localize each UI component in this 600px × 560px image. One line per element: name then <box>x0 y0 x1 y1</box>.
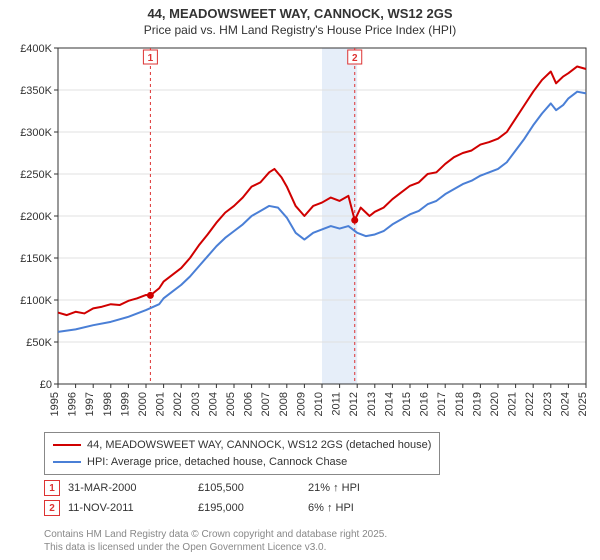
svg-text:1997: 1997 <box>84 392 96 416</box>
sale-price-1: £105,500 <box>198 482 308 494</box>
svg-text:2014: 2014 <box>383 392 395 416</box>
svg-text:2013: 2013 <box>366 392 378 416</box>
sale-marker-1-num: 1 <box>49 483 55 494</box>
price-chart: £0 £50K £100K £150K £200K £250K £300K £350K £400… <box>10 44 590 424</box>
svg-text:£50K: £50K <box>26 337 52 349</box>
footer-line1: Contains HM Land Registry data © Crown c… <box>44 529 387 542</box>
sale-date-1: 31-MAR-2000 <box>68 482 198 494</box>
svg-text:£0: £0 <box>40 379 52 391</box>
sale-marker-2-num: 2 <box>49 503 55 514</box>
sale-delta-2: 6% ↑ HPI <box>308 502 418 514</box>
sale-marker-2: 2 <box>44 500 60 516</box>
chart-svg: £0 £50K £100K £150K £200K £250K £300K £350K £400… <box>10 44 590 424</box>
svg-text:£200K: £200K <box>20 211 52 223</box>
svg-text:1999: 1999 <box>119 392 131 416</box>
svg-text:1998: 1998 <box>102 392 114 416</box>
sale-date-2: 11-NOV-2011 <box>68 502 198 514</box>
svg-text:1995: 1995 <box>49 392 61 416</box>
title-line2: Price paid vs. HM Land Registry's House … <box>0 23 600 39</box>
svg-text:2: 2 <box>352 53 358 64</box>
sale-price-2: £195,000 <box>198 502 308 514</box>
svg-text:2003: 2003 <box>190 392 202 416</box>
svg-text:2019: 2019 <box>471 392 483 416</box>
svg-text:2001: 2001 <box>155 392 167 416</box>
sale-marker-1: 1 <box>44 480 60 496</box>
svg-text:£400K: £400K <box>20 44 52 55</box>
legend-label-property: 44, MEADOWSWEET WAY, CANNOCK, WS12 2GS (… <box>87 437 431 454</box>
svg-text:£350K: £350K <box>20 85 52 97</box>
svg-text:2024: 2024 <box>559 392 571 416</box>
svg-text:2008: 2008 <box>278 392 290 416</box>
svg-text:2016: 2016 <box>419 392 431 416</box>
svg-text:2021: 2021 <box>507 392 519 416</box>
svg-text:2025: 2025 <box>577 392 589 416</box>
sale-rows: 1 31-MAR-2000 £105,500 21% ↑ HPI 2 11-NO… <box>44 478 418 518</box>
svg-text:1996: 1996 <box>67 392 79 416</box>
footer: Contains HM Land Registry data © Crown c… <box>44 529 387 554</box>
title-line1: 44, MEADOWSWEET WAY, CANNOCK, WS12 2GS <box>0 6 600 23</box>
svg-text:2023: 2023 <box>542 392 554 416</box>
legend-swatch-property <box>53 444 81 446</box>
svg-text:2012: 2012 <box>348 392 360 416</box>
svg-text:£150K: £150K <box>20 253 52 265</box>
svg-text:£300K: £300K <box>20 127 52 139</box>
svg-text:2006: 2006 <box>243 392 255 416</box>
svg-text:2017: 2017 <box>436 392 448 416</box>
svg-text:£250K: £250K <box>20 169 52 181</box>
svg-text:2002: 2002 <box>172 392 184 416</box>
svg-text:2020: 2020 <box>489 392 501 416</box>
svg-text:2010: 2010 <box>313 392 325 416</box>
title-block: 44, MEADOWSWEET WAY, CANNOCK, WS12 2GS P… <box>0 0 600 38</box>
svg-text:2011: 2011 <box>331 392 343 416</box>
svg-text:2004: 2004 <box>207 392 219 416</box>
legend-label-hpi: HPI: Average price, detached house, Cann… <box>87 454 347 471</box>
legend-row-hpi: HPI: Average price, detached house, Cann… <box>53 454 431 471</box>
svg-text:2005: 2005 <box>225 392 237 416</box>
page: 44, MEADOWSWEET WAY, CANNOCK, WS12 2GS P… <box>0 0 600 560</box>
legend-row-property: 44, MEADOWSWEET WAY, CANNOCK, WS12 2GS (… <box>53 437 431 454</box>
legend: 44, MEADOWSWEET WAY, CANNOCK, WS12 2GS (… <box>44 432 440 475</box>
svg-text:£100K: £100K <box>20 295 52 307</box>
svg-text:2009: 2009 <box>295 392 307 416</box>
svg-text:1: 1 <box>148 53 154 64</box>
svg-text:2018: 2018 <box>454 392 466 416</box>
svg-text:2015: 2015 <box>401 392 413 416</box>
sale-row-1: 1 31-MAR-2000 £105,500 21% ↑ HPI <box>44 478 418 498</box>
sale-row-2: 2 11-NOV-2011 £195,000 6% ↑ HPI <box>44 498 418 518</box>
sale-delta-1: 21% ↑ HPI <box>308 482 418 494</box>
footer-line2: This data is licensed under the Open Gov… <box>44 542 387 555</box>
svg-text:2022: 2022 <box>524 392 536 416</box>
svg-text:2000: 2000 <box>137 392 149 416</box>
svg-text:2007: 2007 <box>260 392 272 416</box>
legend-swatch-hpi <box>53 461 81 463</box>
